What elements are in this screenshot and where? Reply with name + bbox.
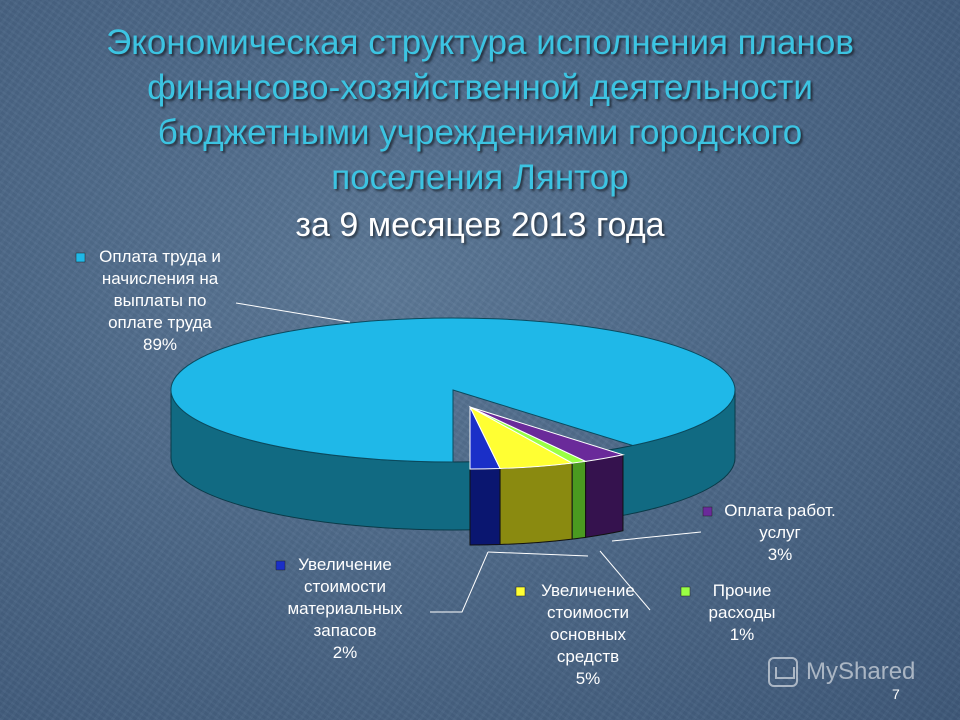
pie-slices: [170, 317, 736, 546]
leader-line: [430, 551, 489, 613]
slice-label: Увеличение: [541, 581, 635, 600]
watermark: MyShared: [768, 657, 915, 687]
slice-label: выплаты по: [114, 291, 207, 310]
slice-label: материальных: [287, 599, 403, 618]
slice-label: стоимости: [304, 577, 386, 596]
slice-value-label: 89%: [143, 335, 177, 354]
leader-line: [611, 531, 702, 542]
pie-slice-side: [585, 454, 624, 538]
pie-slice-side: [571, 460, 587, 540]
slice-label: Прочие: [713, 581, 772, 600]
slice-value-label: 2%: [333, 643, 358, 662]
slice-labels: Оплата труда и начисления на выплаты по опл…: [75, 247, 836, 688]
slice-label: начисления на: [102, 269, 219, 288]
title-line: Экономическая структура исполнения плано…: [106, 23, 854, 62]
leader-line: [487, 551, 589, 557]
slice-value-label: 3%: [768, 545, 793, 564]
presentation-icon: [768, 657, 798, 687]
pie-slice-side: [499, 462, 573, 546]
legend-marker: [515, 586, 526, 597]
slice-label: запасов: [313, 621, 376, 640]
slice-label: Оплата труда и: [99, 247, 221, 266]
page-number: 7: [892, 686, 900, 702]
title-line: бюджетными учреждениями городского: [157, 113, 803, 152]
slice-label: основных: [550, 625, 626, 644]
leader-lines: [235, 302, 702, 613]
watermark-text: MyShared: [806, 658, 916, 685]
slice-label: Увеличение: [298, 555, 392, 574]
slice-value-label: 5%: [576, 669, 601, 688]
legend-marker: [702, 506, 713, 517]
leader-line: [235, 302, 351, 323]
pie-slice: [170, 317, 736, 463]
page-title: Экономическая структура исполнения плано…: [0, 20, 960, 200]
pie-slice: [469, 406, 625, 462]
slice-label: Оплата работ.: [724, 501, 836, 520]
slice-label: средств: [557, 647, 619, 666]
legend-marker: [275, 560, 286, 571]
slice-label: стоимости: [547, 603, 629, 622]
slice-label: расходы: [709, 603, 776, 622]
pie-slice-side: [469, 467, 501, 546]
page-subtitle: за 9 месяцев 2013 года: [295, 206, 665, 244]
slice-label: услуг: [759, 523, 800, 542]
leader-line: [599, 550, 651, 611]
legend-marker: [680, 586, 691, 597]
slice-label: оплате труда: [108, 313, 212, 332]
title-line: финансово-хозяйственной деятельности: [147, 68, 813, 107]
title-line: поселения Лянтор: [331, 158, 629, 197]
slice-value-label: 1%: [730, 625, 755, 644]
legend-marker: [75, 252, 86, 263]
